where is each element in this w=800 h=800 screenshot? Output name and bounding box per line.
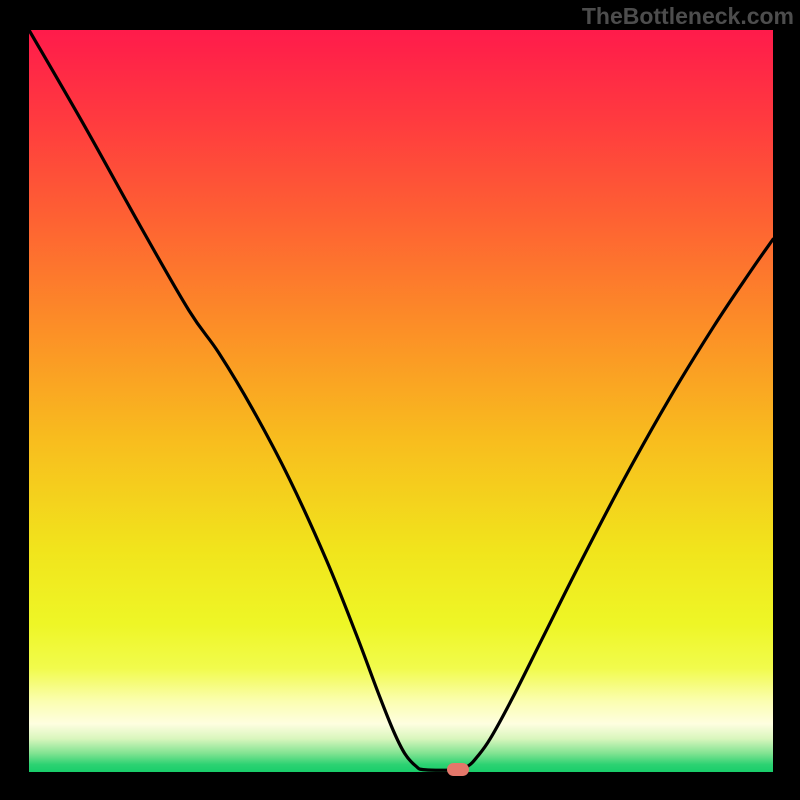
watermark-text: TheBottleneck.com	[582, 3, 794, 30]
chart-container: TheBottleneck.com	[0, 0, 800, 800]
bottleneck-curve	[29, 30, 773, 770]
minimum-marker	[447, 763, 469, 776]
curve-svg	[29, 30, 773, 772]
plot-area	[29, 30, 773, 772]
